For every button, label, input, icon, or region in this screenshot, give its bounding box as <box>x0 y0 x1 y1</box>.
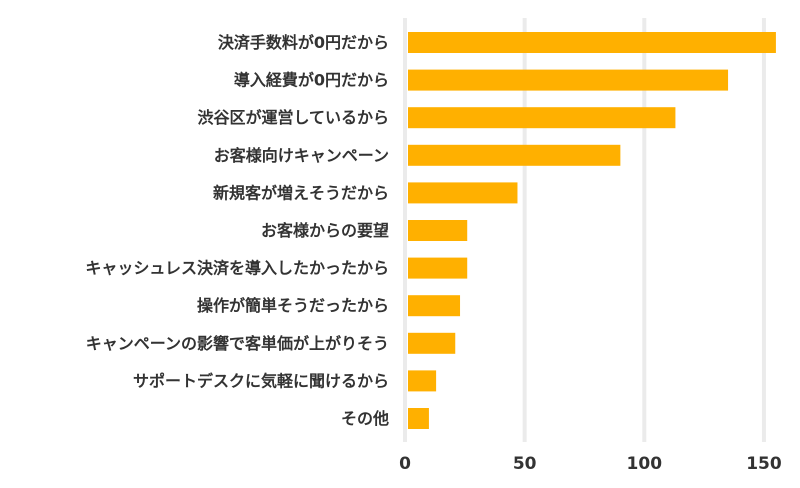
category-label: 決済手数料が0円だから <box>218 33 389 52</box>
bar <box>408 257 468 279</box>
bar <box>408 182 518 204</box>
x-tick-label: 150 <box>746 454 782 474</box>
bar <box>408 332 456 354</box>
category-label: 新規客が増えそうだから <box>213 183 389 202</box>
bar <box>408 220 468 241</box>
category-label: 導入経費が0円だから <box>234 71 389 90</box>
x-tick-label: 0 <box>399 454 411 474</box>
category-label: 渋谷区が運営しているから <box>197 108 389 127</box>
category-label: キャンペーンの影響で客単価が上がりそう <box>86 334 389 353</box>
category-label: キャッシュレス決済を導入したかったから <box>85 259 389 278</box>
category-label: お客様からの要望 <box>261 221 389 240</box>
bar <box>408 408 429 429</box>
category-label: サポートデスクに気軽に聞けるから <box>133 371 389 390</box>
x-tick-label: 100 <box>627 454 663 474</box>
bar <box>408 295 461 317</box>
bar <box>408 107 676 129</box>
x-tick-label: 50 <box>513 454 537 474</box>
bar <box>408 32 776 53</box>
bar <box>408 370 437 392</box>
bars-group <box>408 32 776 429</box>
category-label: その他 <box>341 409 389 428</box>
bar <box>408 69 729 91</box>
x-tick-labels: 0 50 100 150 <box>399 454 782 474</box>
category-label: お客様向けキャンペーン <box>214 146 389 165</box>
category-label: 操作が簡単そうだったから <box>197 296 389 315</box>
bar <box>408 144 621 166</box>
category-labels: 決済手数料が0円だから導入経費が0円だから渋谷区が運営しているからお客様向けキャ… <box>85 33 389 428</box>
